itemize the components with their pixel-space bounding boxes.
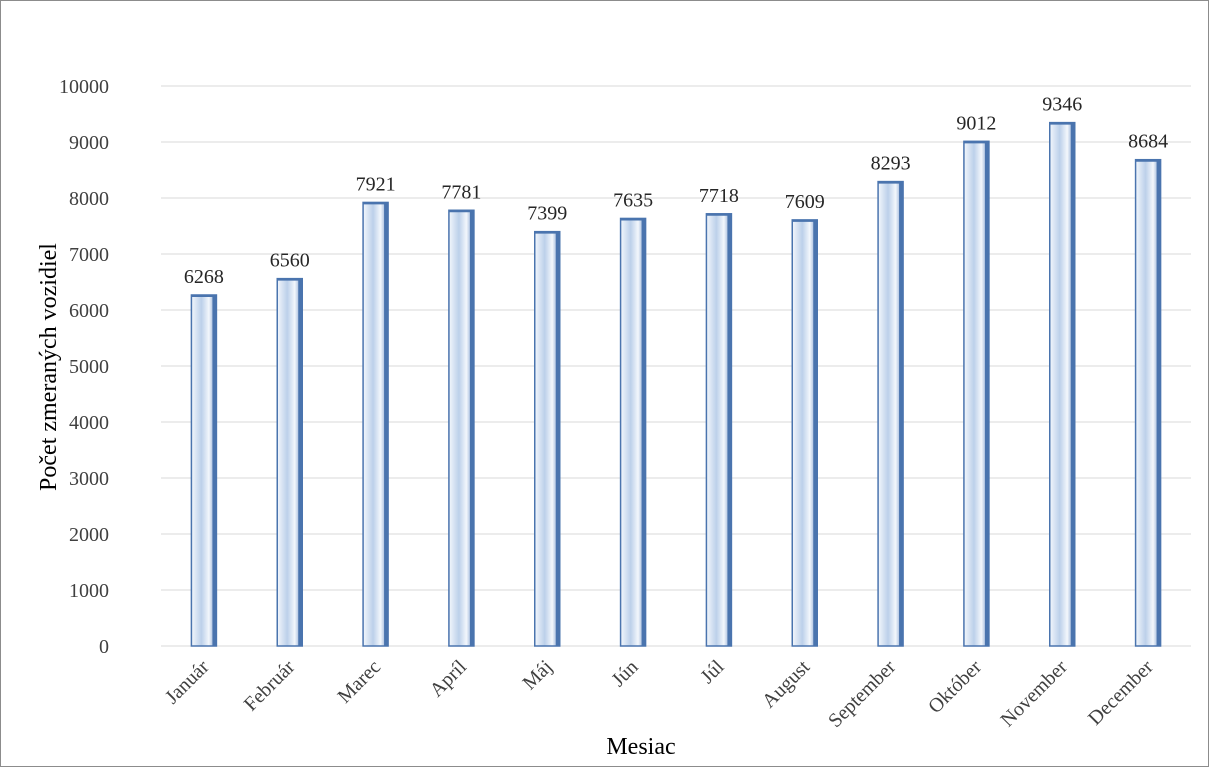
data-label: 9346 bbox=[1042, 94, 1082, 116]
bar-edge bbox=[813, 219, 818, 646]
data-label: 7718 bbox=[699, 185, 739, 207]
x-tick-label: Január bbox=[161, 656, 214, 709]
bar-edge bbox=[641, 218, 646, 646]
x-tick-label: Apríl bbox=[426, 656, 472, 702]
x-tick-label: Február bbox=[240, 656, 300, 716]
y-tick-label: 5000 bbox=[69, 356, 109, 378]
y-tick-label: 9000 bbox=[69, 132, 109, 154]
bar bbox=[877, 180, 904, 647]
bar bbox=[1049, 121, 1076, 647]
x-tick-label: Máj bbox=[518, 656, 556, 694]
bar bbox=[534, 230, 561, 647]
bar-body bbox=[963, 140, 990, 647]
x-tick-label: Júl bbox=[696, 656, 728, 688]
x-tick-label: September bbox=[824, 656, 900, 732]
data-label: 6560 bbox=[270, 250, 310, 272]
data-label: 6268 bbox=[184, 266, 224, 288]
data-label: 8684 bbox=[1128, 131, 1168, 153]
data-label: 7781 bbox=[441, 181, 481, 203]
x-tick-label: August bbox=[758, 656, 815, 713]
data-label: 8293 bbox=[871, 153, 911, 175]
x-tick-label: December bbox=[1084, 656, 1158, 730]
y-tick-label: 1000 bbox=[69, 580, 109, 602]
y-tick-label: 2000 bbox=[69, 524, 109, 546]
bar bbox=[963, 140, 990, 647]
y-axis-title: Počet zmeraných vozidiel bbox=[36, 243, 62, 491]
y-tick-label: 4000 bbox=[69, 412, 109, 434]
bar-edge bbox=[727, 213, 732, 647]
y-tick-label: 3000 bbox=[69, 468, 109, 490]
y-tick-label: 6000 bbox=[69, 300, 109, 322]
bar-edge bbox=[1070, 122, 1075, 646]
bar bbox=[190, 294, 218, 647]
data-label: 7921 bbox=[356, 173, 396, 195]
y-tick-label: 10000 bbox=[59, 76, 109, 98]
y-axis-ticks: 0 1000 2000 3000 4000 5000 6000 7000 8000 9000 100… bbox=[59, 76, 109, 658]
bar bbox=[619, 217, 647, 647]
bar-edge bbox=[899, 181, 904, 647]
bar bbox=[362, 201, 389, 647]
bar-body bbox=[619, 217, 647, 647]
bar-edge bbox=[984, 141, 989, 646]
bar-edge bbox=[555, 231, 560, 646]
x-tick-label: Jún bbox=[607, 656, 642, 691]
bar-edge bbox=[212, 294, 217, 646]
bar bbox=[1134, 158, 1162, 647]
bar bbox=[276, 277, 303, 647]
bar-edge bbox=[298, 278, 303, 646]
y-tick-label: 8000 bbox=[69, 188, 109, 210]
x-tick-label: Október bbox=[924, 656, 986, 718]
bar-edge bbox=[469, 210, 474, 646]
data-label: 7635 bbox=[613, 189, 653, 211]
y-tick-label: 7000 bbox=[69, 244, 109, 266]
bar bbox=[705, 213, 733, 647]
bar-edge bbox=[384, 202, 389, 646]
bar bbox=[448, 209, 475, 647]
data-label: 7399 bbox=[527, 203, 567, 225]
x-axis-ticks: Január Február Marec Apríl Máj Jún Júl August Se… bbox=[161, 656, 1158, 732]
y-tick-label: 0 bbox=[99, 636, 109, 658]
gridlines bbox=[161, 85, 1191, 647]
x-tick-label: Marec bbox=[333, 656, 385, 708]
x-axis-title: Mesiac bbox=[606, 734, 675, 760]
bars bbox=[190, 121, 1162, 647]
bar-body bbox=[1134, 158, 1162, 647]
data-labels: 6268 6560 7921 7781 7399 7635 7718 7609 8293 9012… bbox=[184, 94, 1168, 288]
bar-body bbox=[190, 294, 218, 647]
x-tick-label: November bbox=[997, 656, 1072, 731]
data-label: 7609 bbox=[785, 191, 825, 213]
bar-edge bbox=[1156, 159, 1161, 647]
bar-body bbox=[534, 230, 561, 647]
bar bbox=[791, 219, 818, 647]
bar-body bbox=[362, 201, 389, 647]
data-label: 9012 bbox=[956, 112, 996, 134]
